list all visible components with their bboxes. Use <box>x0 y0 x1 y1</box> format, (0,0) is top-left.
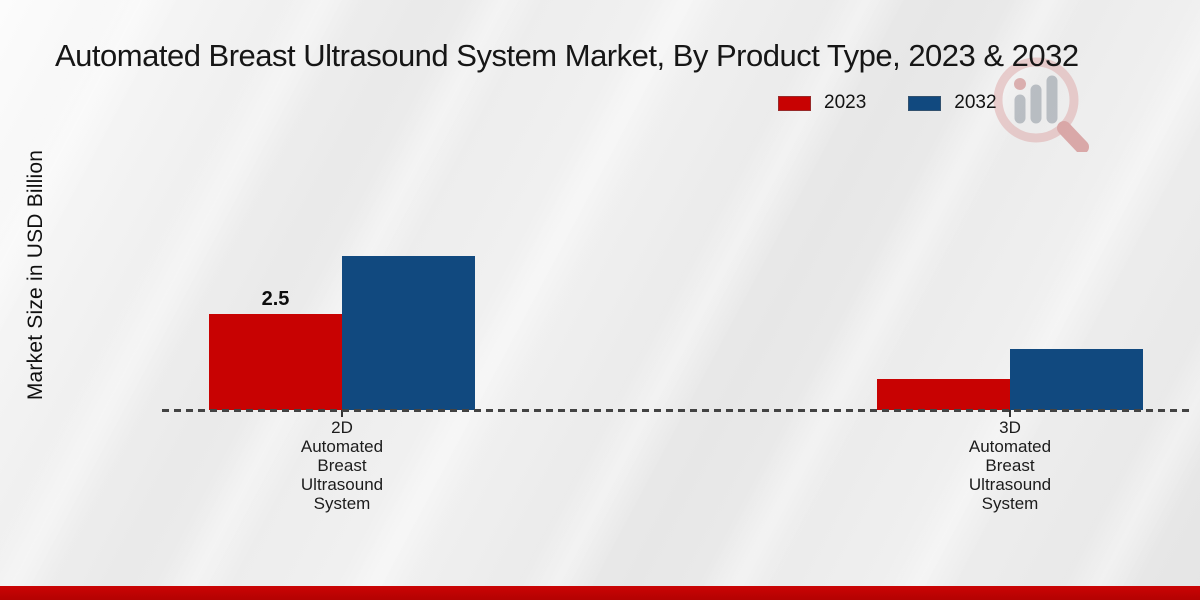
legend-swatch-2023 <box>778 95 811 111</box>
x-category-label: 3D Automated Breast Ultrasound System <box>968 418 1052 513</box>
legend-item-2032: 2032 <box>908 92 997 114</box>
bar-2032-group0 <box>342 256 475 410</box>
x-axis-baseline <box>162 409 1194 412</box>
x-axis-tick <box>341 410 343 417</box>
legend: 2023 2032 <box>778 92 997 114</box>
bar-2023-group1 <box>877 379 1010 410</box>
legend-label: 2032 <box>954 92 997 113</box>
bar-value-label: 2.5 <box>261 288 290 310</box>
legend-swatch-2032 <box>908 95 942 111</box>
bar-2023-group0 <box>209 314 342 410</box>
legend-label: 2023 <box>824 92 867 113</box>
x-axis-tick <box>1009 410 1011 417</box>
y-axis-label: Market Size in USD Billion <box>24 149 47 401</box>
chart-title: Automated Breast Ultrasound System Marke… <box>55 38 1079 73</box>
bar-2032-group1 <box>1010 348 1143 410</box>
legend-item-2023: 2023 <box>778 92 866 114</box>
x-category-label: 2D Automated Breast Ultrasound System <box>300 418 384 513</box>
magnifier-bar-chart-logo-icon <box>993 57 1089 152</box>
footer-accent-strip <box>0 586 1200 600</box>
